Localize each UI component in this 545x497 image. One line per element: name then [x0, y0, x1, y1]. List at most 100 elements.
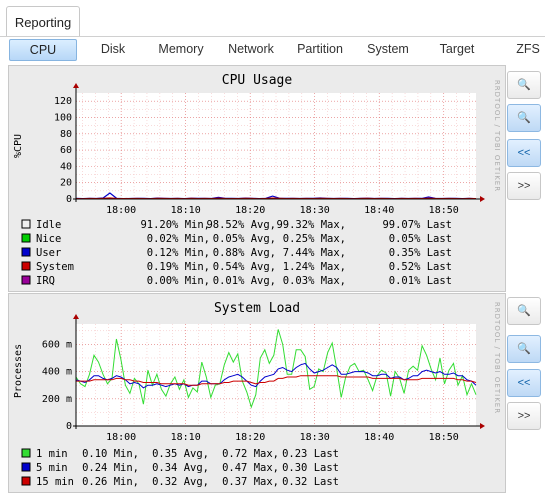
zoom-in-button[interactable]: 🔍 [507, 71, 541, 99]
y-axis-arrow [73, 314, 79, 319]
subtab-bar: CPU Disk Memory Network Partition System… [0, 37, 545, 63]
legend: Idle 91.20% Min,98.52% Avg, 99.32% Max, 99.… [21, 219, 452, 287]
back-button[interactable]: << [507, 139, 541, 167]
y-tick-label: 0 [66, 194, 72, 205]
back-button-2[interactable]: << [507, 369, 541, 397]
legend-swatch [21, 247, 31, 257]
tab-divider [0, 36, 545, 37]
zoom-out-icon: 🔍 [517, 112, 531, 124]
legend-max: 0.47 Max, [222, 462, 279, 474]
x-tick-label: 18:10 [171, 432, 201, 443]
x-tick-label: 18:20 [235, 432, 265, 443]
subtab-disk[interactable]: Disk [100, 42, 126, 56]
legend-swatch [21, 275, 31, 285]
series-line-5-min [75, 362, 477, 389]
plot-background [76, 93, 476, 199]
subtab-zfs[interactable]: ZFS [516, 42, 540, 56]
zoom-out-button[interactable]: 🔍 [507, 104, 541, 132]
legend-min: 0.00% Min, [147, 275, 210, 287]
legend-max: 0.03% Max, [283, 275, 346, 287]
zoom-in-icon: 🔍 [517, 79, 531, 91]
plot-area: 18:00 18:10 18:20 18:30 18:40 18:50 0 20 40 60 80 1… [54, 83, 485, 216]
y-axis-arrow [73, 83, 79, 88]
legend-min: 91.20% Min, [140, 219, 210, 231]
legend-min: 0.19% Min, [147, 261, 210, 273]
subtab-system[interactable]: System [367, 42, 409, 56]
x-tick-label: 18:30 [300, 205, 330, 216]
legend-last: 99.07% Last [382, 219, 452, 231]
legend-avg: 98.52% Avg, [206, 219, 276, 231]
cpu-graph-panel: CPU Usage %CPU RRDTOOL / TOBI OETIKER 18… [8, 65, 506, 292]
legend-min: 0.24 Min, [82, 462, 139, 474]
legend-max: 0.72 Max, [222, 448, 279, 460]
tab-bar: Reporting [0, 0, 545, 37]
graph-title: System Load [214, 301, 300, 316]
zoom-in-icon: 🔍 [517, 305, 531, 317]
legend-max: 1.24% Max, [283, 261, 346, 273]
legend-avg: 0.35 Avg, [152, 448, 209, 460]
forward-button-2[interactable]: >> [507, 402, 541, 430]
legend-min: 0.12% Min, [147, 247, 210, 259]
forward-button[interactable]: >> [507, 172, 541, 200]
x-tick-label: 18:30 [300, 432, 330, 443]
legend-swatch [21, 476, 31, 486]
y-axis-label: %CPU [13, 134, 24, 158]
subtab-target[interactable]: Target [439, 42, 475, 56]
legend-avg: 0.05% Avg, [213, 233, 276, 245]
legend-last: 0.01% Last [389, 275, 452, 287]
legend-last: 0.23 Last [282, 448, 339, 460]
x-tick-label: 18:50 [429, 205, 459, 216]
plot-area: 18:00 18:10 18:20 18:30 18:40 18:50 0 200 m 400 … [42, 314, 485, 443]
legend-avg: 0.32 Avg, [152, 476, 209, 488]
x-tick-label: 18:50 [429, 432, 459, 443]
legend-label: 15 min [36, 476, 74, 488]
y-tick-label: 60 [60, 145, 72, 156]
legend-swatch [21, 462, 31, 472]
load-graph-panel: System Load Processes RRDTOOL / TOBI OET… [8, 293, 506, 493]
legend-last: 0.30 Last [282, 462, 339, 474]
y-tick-label: 0 [66, 421, 72, 432]
cpu-graph: CPU Usage %CPU RRDTOOL / TOBI OETIKER 18… [13, 73, 501, 287]
subtab-network[interactable]: Network [228, 42, 274, 56]
legend-min: 0.10 Min, [82, 448, 139, 460]
x-tick-label: 18:20 [235, 205, 265, 216]
subtab-partition[interactable]: Partition [297, 42, 343, 56]
legend-label: 5 min [36, 462, 68, 474]
legend-avg: 0.01% Avg, [213, 275, 276, 287]
rrdtool-watermark: RRDTOOL / TOBI OETIKER [493, 80, 501, 192]
y-tick-label: 100 [54, 112, 72, 123]
y-tick-label: 40 [60, 161, 72, 172]
tab-reporting[interactable]: Reporting [6, 6, 80, 37]
x-tick-label: 18:10 [171, 205, 201, 216]
legend-last: 0.35% Last [389, 247, 452, 259]
legend-last: 0.32 Last [282, 476, 339, 488]
y-tick-label: 200 m [42, 394, 72, 405]
legend-label: User [36, 247, 61, 259]
y-tick-label: 600 m [42, 339, 72, 350]
y-tick-label: 80 [60, 129, 72, 140]
graph-title: CPU Usage [222, 73, 293, 88]
legend-last: 0.52% Last [389, 261, 452, 273]
legend-max: 0.25% Max, [283, 233, 346, 245]
legend-swatch [21, 219, 31, 229]
subtab-cpu[interactable]: CPU [9, 39, 77, 61]
legend-max: 99.32% Max, [276, 219, 346, 231]
legend-swatch [21, 448, 31, 458]
legend-swatch [21, 261, 31, 271]
y-tick-label: 400 m [42, 367, 72, 378]
y-tick-label: 120 [54, 96, 72, 107]
subtab-memory[interactable]: Memory [158, 42, 204, 56]
legend: 1 min 0.10 Min, 0.35 Avg, 0.72 Max, 0.23 Las… [21, 448, 339, 488]
zoom-in-button-2[interactable]: 🔍 [507, 297, 541, 325]
legend-avg: 0.54% Avg, [213, 261, 276, 273]
legend-label: IRQ [36, 275, 55, 287]
legend-label: Idle [36, 219, 61, 231]
series-line-1-min [75, 329, 477, 409]
x-tick-label: 18:40 [364, 205, 394, 216]
legend-min: 0.02% Min, [147, 233, 210, 245]
y-tick-label: 20 [60, 178, 72, 189]
legend-last: 0.05% Last [389, 233, 452, 245]
zoom-out-button-2[interactable]: 🔍 [507, 335, 541, 363]
legend-max: 7.44% Max, [283, 247, 346, 259]
legend-label: Nice [36, 233, 61, 245]
